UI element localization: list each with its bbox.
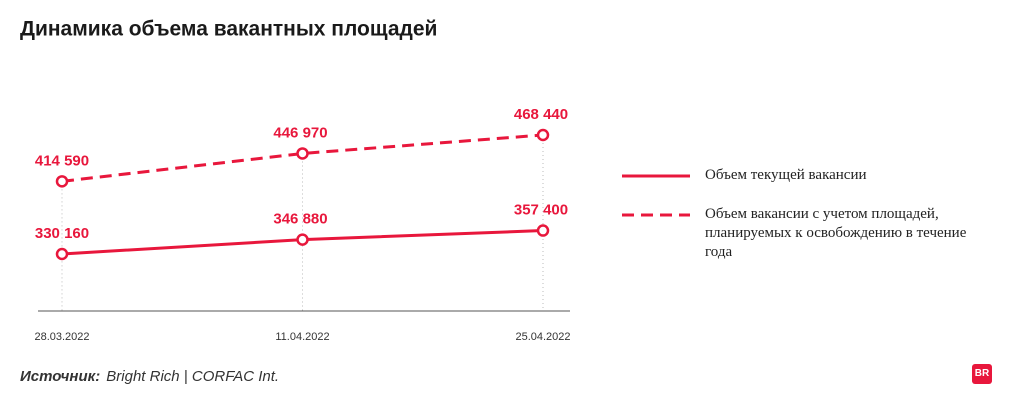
value-label: 414 590 (35, 152, 89, 169)
value-label: 446 970 (273, 124, 327, 141)
point (55, 175, 69, 188)
x-tick-label: 28.03.2022 (34, 331, 89, 343)
value-label: 468 440 (514, 106, 568, 123)
x-tick-label: 25.04.2022 (515, 331, 570, 343)
value-label: 330 160 (35, 225, 89, 242)
legend-label: Объем вакансии с учетом площадей, планир… (705, 206, 967, 260)
point (536, 224, 550, 237)
point (536, 128, 550, 142)
source-label: Источник: (20, 368, 101, 385)
source: Источник: Bright Rich | CORFAC Int. (20, 368, 279, 385)
legend-label: Объем текущей вакансии (705, 167, 867, 183)
point (55, 247, 69, 261)
value-label: 357 400 (514, 202, 568, 219)
chart-title: Динамика объема вакантных площадей (20, 18, 437, 41)
line (61, 133, 544, 183)
value-label: 346 880 (273, 211, 327, 228)
x-tick-label: 11.04.2022 (275, 331, 329, 343)
point (296, 147, 309, 160)
source-text: Bright Rich | CORFAC Int. (106, 368, 280, 385)
point (296, 233, 309, 246)
logo: BR (972, 364, 992, 384)
